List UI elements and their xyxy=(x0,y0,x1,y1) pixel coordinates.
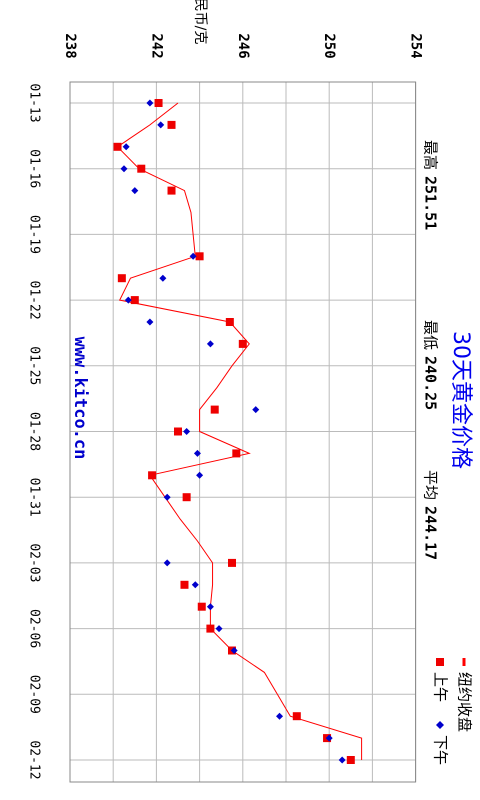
chart-title: 30天黄金价格 xyxy=(448,331,473,469)
am-point xyxy=(174,427,182,436)
legend-label: 下午 xyxy=(432,735,450,765)
stat-label: 平均 xyxy=(422,470,440,500)
x-tick-label: 01-25 xyxy=(27,346,42,385)
am-point xyxy=(232,449,241,458)
pm-point xyxy=(193,449,201,457)
stat-value: 251.51 xyxy=(422,176,440,230)
x-tick-label: 02-12 xyxy=(27,740,42,779)
am-point xyxy=(197,602,206,611)
pm-point xyxy=(146,99,154,107)
am-point xyxy=(167,120,176,129)
pm-point xyxy=(163,559,171,567)
pm-point xyxy=(183,428,191,435)
am-point xyxy=(346,756,355,764)
x-tick-label: 01-19 xyxy=(27,215,42,254)
am-point xyxy=(148,471,157,480)
pm-point xyxy=(189,252,197,260)
am-point xyxy=(117,274,126,283)
am-point xyxy=(210,405,219,414)
legend-swatch xyxy=(436,721,444,729)
watermark: www.kitco.cn xyxy=(70,337,90,460)
x-tick-label: 01-13 xyxy=(27,83,42,122)
pm-point xyxy=(131,187,139,195)
y-tick-label: 254 xyxy=(408,33,424,58)
pm-point xyxy=(163,493,171,501)
am-point xyxy=(130,296,139,305)
am-point xyxy=(195,252,204,261)
x-tick-label: 01-22 xyxy=(27,281,42,320)
am-point xyxy=(180,580,189,589)
am-point xyxy=(154,99,163,107)
pm-point xyxy=(206,340,214,348)
pm-point xyxy=(157,121,165,129)
am-point xyxy=(206,624,215,633)
am-point xyxy=(292,712,301,721)
legend-label: 上午 xyxy=(432,672,450,702)
am-point xyxy=(238,339,247,348)
pm-point xyxy=(252,406,260,414)
pm-point xyxy=(215,625,223,633)
plot-frame xyxy=(69,81,417,783)
pm-point xyxy=(230,647,238,654)
pm-point xyxy=(196,471,204,479)
x-tick-label: 02-09 xyxy=(27,675,42,714)
pm-point xyxy=(276,712,284,720)
am-point xyxy=(167,186,176,195)
pm-point xyxy=(338,756,346,764)
stat-value: 244.17 xyxy=(422,506,440,560)
y-tick-label: 238 xyxy=(62,33,78,58)
x-tick-label: 01-31 xyxy=(27,478,42,517)
am-point xyxy=(137,164,146,173)
x-tick-label: 01-28 xyxy=(27,412,42,451)
legend-label: 纽约收盘 xyxy=(456,672,474,732)
pm-point xyxy=(191,581,199,589)
x-tick-label: 01-16 xyxy=(27,149,42,188)
y-tick-label: 242 xyxy=(148,33,164,58)
pm-point xyxy=(120,165,128,173)
y-tick-label: 246 xyxy=(235,33,251,58)
rotated-chart: 30天黄金价格 人民币/克 238 242 246 250 254 01-13 01-16 0… xyxy=(27,0,474,783)
am-point xyxy=(113,142,122,151)
x-tick-label: 02-06 xyxy=(27,609,42,648)
am-point xyxy=(228,558,236,567)
y-axis-label: 人民币/克 xyxy=(192,0,208,44)
am-point xyxy=(182,493,191,502)
pm-point xyxy=(146,318,154,326)
legend-swatch xyxy=(436,658,444,666)
stat-label: 最高 xyxy=(422,140,440,170)
am-point xyxy=(225,318,234,326)
pm-point xyxy=(122,143,130,151)
pm-point xyxy=(159,274,167,282)
stat-value: 240.25 xyxy=(422,356,440,410)
x-tick-label: 02-03 xyxy=(27,543,42,582)
pm-point xyxy=(206,603,214,611)
pm-point xyxy=(124,296,132,304)
stat-label: 最低 xyxy=(422,320,440,350)
y-tick-label: 250 xyxy=(321,33,337,58)
